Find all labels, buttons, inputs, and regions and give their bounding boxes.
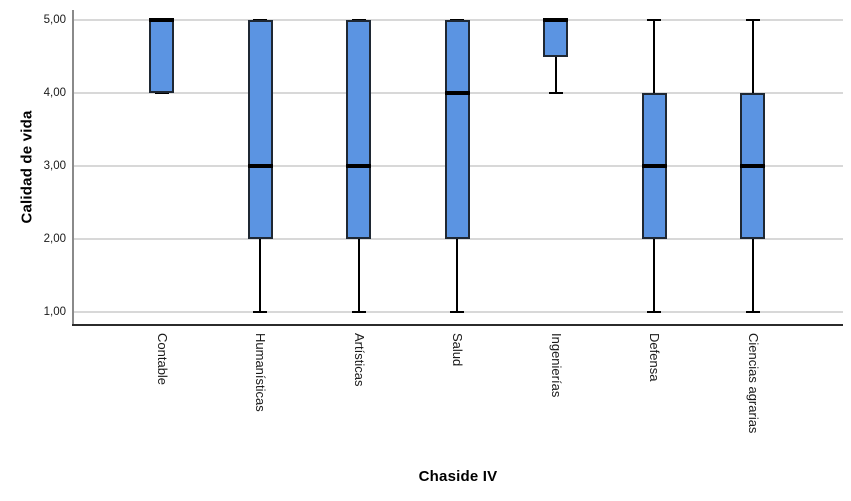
whisker-cap — [647, 18, 661, 22]
y-tick-label: 3,00 — [43, 160, 66, 172]
category-label: Humanísticas — [253, 333, 268, 412]
whisker-cap — [647, 310, 661, 314]
whisker-cap — [548, 91, 563, 95]
box — [543, 20, 568, 57]
category-label: Defensa — [647, 333, 662, 382]
box — [149, 20, 174, 93]
median-line — [247, 164, 273, 168]
x-axis-title: Chaside IV — [418, 468, 498, 485]
box — [444, 20, 470, 239]
whisker-cap — [154, 91, 169, 95]
median-line — [346, 164, 371, 168]
category-label: Artísticas — [351, 333, 367, 387]
category-label: Contable — [154, 333, 170, 386]
median-line — [641, 164, 667, 168]
whisker-cap — [450, 310, 464, 314]
median-line — [543, 18, 568, 22]
x-axis-line — [72, 323, 843, 326]
whisker-cap — [351, 310, 366, 314]
y-tick-label: 1,00 — [43, 306, 66, 318]
whisker-cap — [253, 310, 267, 314]
whisker-cap — [745, 18, 760, 22]
upper-whisker-stem — [653, 20, 655, 93]
lower-whisker-stem — [751, 239, 754, 312]
y-tick-label: 4,00 — [43, 87, 66, 99]
upper-whisker-stem — [751, 20, 754, 93]
y-tick-label: 5,00 — [43, 14, 66, 26]
gridline — [73, 238, 843, 240]
lower-whisker-stem — [653, 239, 655, 312]
box — [346, 20, 371, 239]
lower-whisker-stem — [259, 239, 261, 312]
median-line — [149, 18, 174, 22]
category-label: Ingenierías — [548, 333, 564, 398]
category-label: Salud — [450, 333, 465, 367]
y-axis-line — [72, 10, 74, 326]
median-line — [444, 91, 470, 95]
median-line — [740, 164, 765, 168]
lower-whisker-stem — [554, 56, 557, 93]
lower-whisker-stem — [456, 239, 458, 312]
y-tick-label: 2,00 — [43, 233, 66, 245]
lower-whisker-stem — [357, 239, 360, 312]
whisker-cap — [745, 310, 760, 314]
box — [247, 20, 273, 239]
category-label: Ciencias agrarias — [745, 333, 761, 434]
